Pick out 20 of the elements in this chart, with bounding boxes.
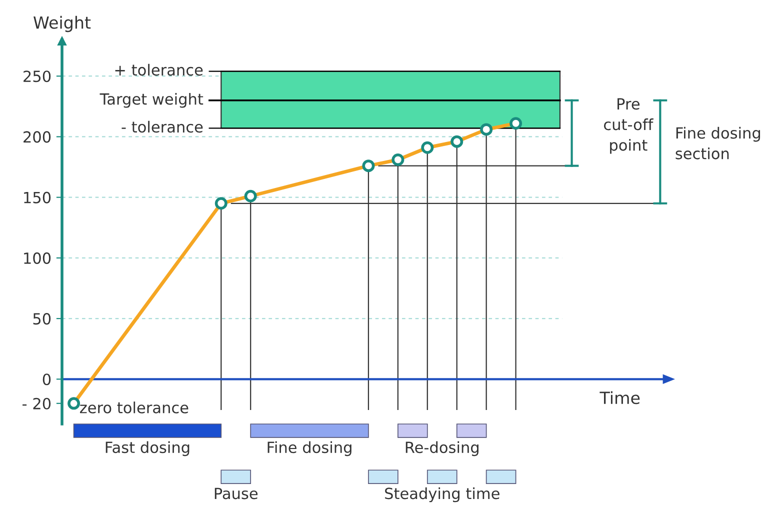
y-axis-title: Weight [34,16,91,32]
y-tick-label: 200 [24,131,51,143]
ref-line-label: Target weight [100,92,204,108]
text: Pre cut-off point [604,98,654,154]
ref-line-label: - tolerance [122,120,203,133]
y-tick-label: 50 [33,313,51,325]
text: Fast dosing [106,441,190,456]
text: Fine dosing [268,441,352,456]
text: Pause [214,488,258,500]
text: Re-dosing [406,441,478,456]
y-tick-label: 0 [42,374,51,386]
annotation: zero tolerance [80,402,188,414]
y-tick-label: 150 [24,192,51,204]
y-tick-label: 250 [24,70,51,82]
text: Fine dosing section [676,126,760,160]
y-tick-label: - 20 [22,398,51,410]
ref-line-label: + tolerance [115,64,203,76]
x-axis-title: Time [600,391,640,404]
text: Steadying time [385,487,500,502]
y-tick-label: 100 [24,252,51,264]
